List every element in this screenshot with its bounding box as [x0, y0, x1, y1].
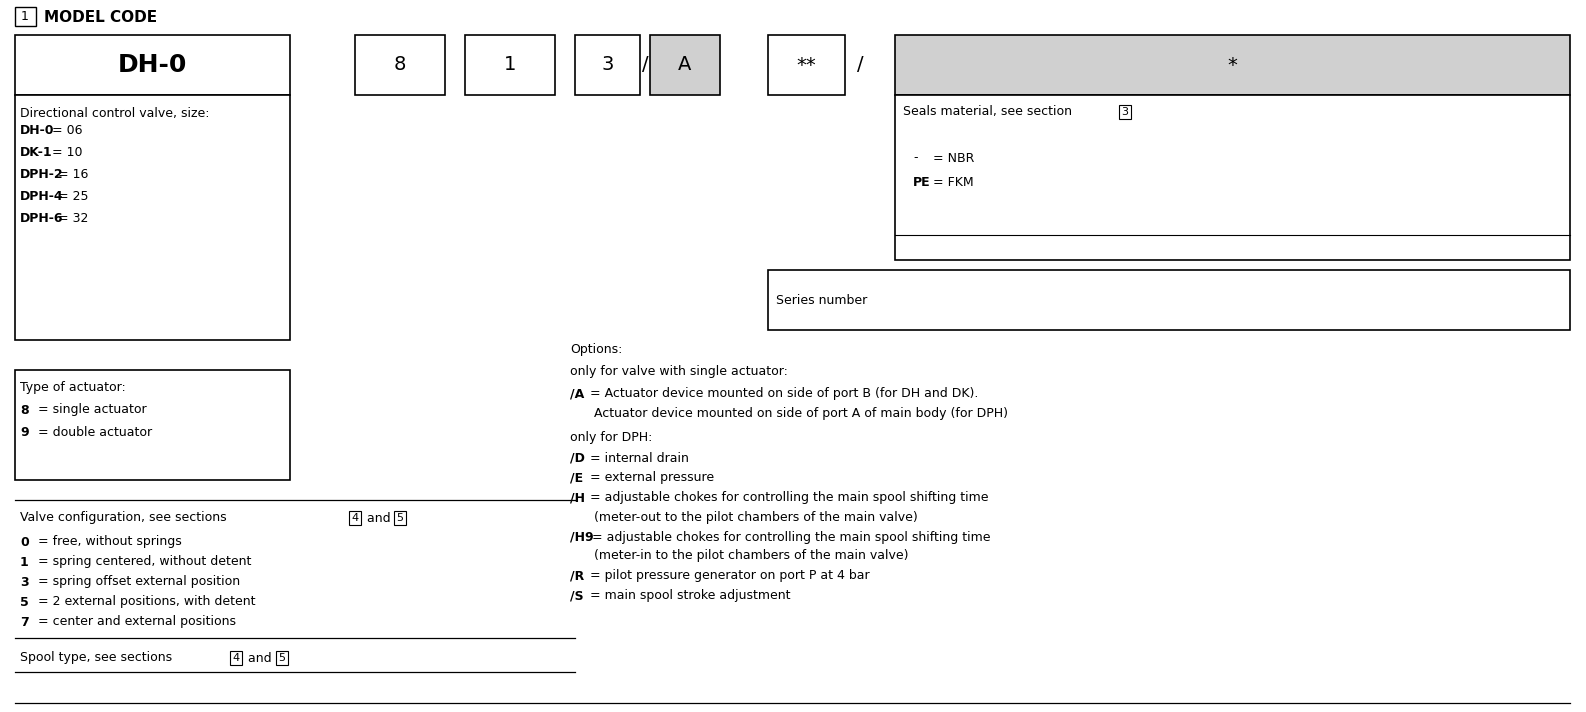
Bar: [355, 35, 446, 95]
Bar: [14, 95, 290, 340]
Text: = 2 external positions, with detent: = 2 external positions, with detent: [33, 595, 255, 609]
Text: = 25: = 25: [54, 189, 89, 202]
Bar: [576, 35, 641, 95]
Text: = 32: = 32: [54, 211, 89, 224]
Bar: [230, 651, 243, 665]
Text: /: /: [856, 56, 863, 75]
Bar: [276, 651, 289, 665]
Text: = external pressure: = external pressure: [585, 471, 714, 484]
Text: 4: 4: [352, 513, 358, 523]
Text: 3: 3: [601, 56, 614, 75]
Text: 5: 5: [279, 653, 285, 663]
Text: **: **: [796, 56, 817, 75]
Bar: [14, 35, 290, 95]
Bar: [768, 35, 845, 95]
Text: /R: /R: [569, 570, 584, 582]
Text: = pilot pressure generator on port P at 4 bar: = pilot pressure generator on port P at …: [585, 570, 869, 582]
Bar: [14, 370, 290, 480]
Bar: [349, 511, 362, 525]
Text: 1: 1: [21, 11, 29, 23]
Bar: [895, 35, 1570, 95]
Text: = center and external positions: = center and external positions: [33, 615, 236, 629]
Text: /S: /S: [569, 590, 584, 602]
Text: = free, without springs: = free, without springs: [33, 535, 182, 548]
Text: 1: 1: [504, 56, 515, 75]
Text: DPH-2: DPH-2: [21, 167, 63, 181]
Text: = 06: = 06: [48, 123, 82, 137]
Text: /D: /D: [569, 451, 585, 464]
Bar: [465, 35, 555, 95]
Text: Type of actuator:: Type of actuator:: [21, 382, 125, 394]
Text: and: and: [244, 651, 276, 664]
Text: /H: /H: [569, 491, 585, 505]
Text: 4: 4: [233, 653, 239, 663]
Text: (meter-out to the pilot chambers of the main valve): (meter-out to the pilot chambers of the …: [569, 511, 918, 523]
Text: 5: 5: [21, 595, 29, 609]
Bar: [393, 511, 406, 525]
Text: MODEL CODE: MODEL CODE: [44, 9, 157, 24]
Text: = spring centered, without detent: = spring centered, without detent: [33, 555, 251, 568]
Text: DH-0: DH-0: [117, 53, 187, 77]
Text: = NBR: = NBR: [933, 152, 974, 164]
Text: 5: 5: [396, 513, 403, 523]
Text: DPH-4: DPH-4: [21, 189, 63, 202]
Text: Series number: Series number: [776, 293, 868, 306]
Text: /E: /E: [569, 471, 584, 484]
Text: Directional control valve, size:: Directional control valve, size:: [21, 107, 209, 120]
Text: -: -: [914, 152, 917, 164]
Text: = Actuator device mounted on side of port B (for DH and DK).: = Actuator device mounted on side of por…: [585, 387, 979, 400]
Text: = single actuator: = single actuator: [33, 404, 146, 417]
Text: /A: /A: [569, 387, 584, 400]
Text: = adjustable chokes for controlling the main spool shifting time: = adjustable chokes for controlling the …: [593, 530, 991, 543]
Text: 8: 8: [393, 56, 406, 75]
Bar: [895, 95, 1570, 260]
Text: 8: 8: [21, 404, 29, 417]
Text: 7: 7: [21, 615, 29, 629]
Text: (meter-in to the pilot chambers of the main valve): (meter-in to the pilot chambers of the m…: [569, 550, 909, 562]
Text: = FKM: = FKM: [933, 175, 974, 189]
Text: and: and: [363, 511, 395, 525]
Text: A: A: [679, 56, 691, 75]
Text: DPH-6: DPH-6: [21, 211, 63, 224]
Text: = internal drain: = internal drain: [585, 451, 688, 464]
Text: /H9: /H9: [569, 530, 593, 543]
Bar: [650, 35, 720, 95]
Bar: [768, 270, 1570, 330]
Text: /: /: [642, 56, 649, 75]
Text: only for valve with single actuator:: only for valve with single actuator:: [569, 365, 788, 379]
Text: 1: 1: [21, 555, 29, 568]
Text: DH-0: DH-0: [21, 123, 54, 137]
Text: PE: PE: [914, 175, 931, 189]
Text: only for DPH:: only for DPH:: [569, 431, 652, 444]
Text: *: *: [1228, 56, 1237, 75]
Text: Valve configuration, see sections: Valve configuration, see sections: [21, 511, 230, 525]
Text: = adjustable chokes for controlling the main spool shifting time: = adjustable chokes for controlling the …: [585, 491, 988, 505]
Text: 0: 0: [21, 535, 29, 548]
Text: DK-1: DK-1: [21, 145, 52, 159]
Text: 3: 3: [1121, 107, 1129, 117]
Text: 3: 3: [21, 575, 29, 589]
Text: Seals material, see section: Seals material, see section: [902, 105, 1075, 118]
Text: Options:: Options:: [569, 343, 622, 357]
Text: = 10: = 10: [48, 145, 82, 159]
Text: Spool type, see sections: Spool type, see sections: [21, 651, 176, 664]
Text: 9: 9: [21, 426, 29, 439]
Text: = main spool stroke adjustment: = main spool stroke adjustment: [585, 590, 790, 602]
Bar: [14, 7, 36, 26]
Text: Actuator device mounted on side of port A of main body (for DPH): Actuator device mounted on side of port …: [569, 407, 1009, 419]
Text: = spring offset external position: = spring offset external position: [33, 575, 239, 589]
Bar: [1120, 105, 1131, 119]
Text: = double actuator: = double actuator: [33, 426, 152, 439]
Text: = 16: = 16: [54, 167, 89, 181]
